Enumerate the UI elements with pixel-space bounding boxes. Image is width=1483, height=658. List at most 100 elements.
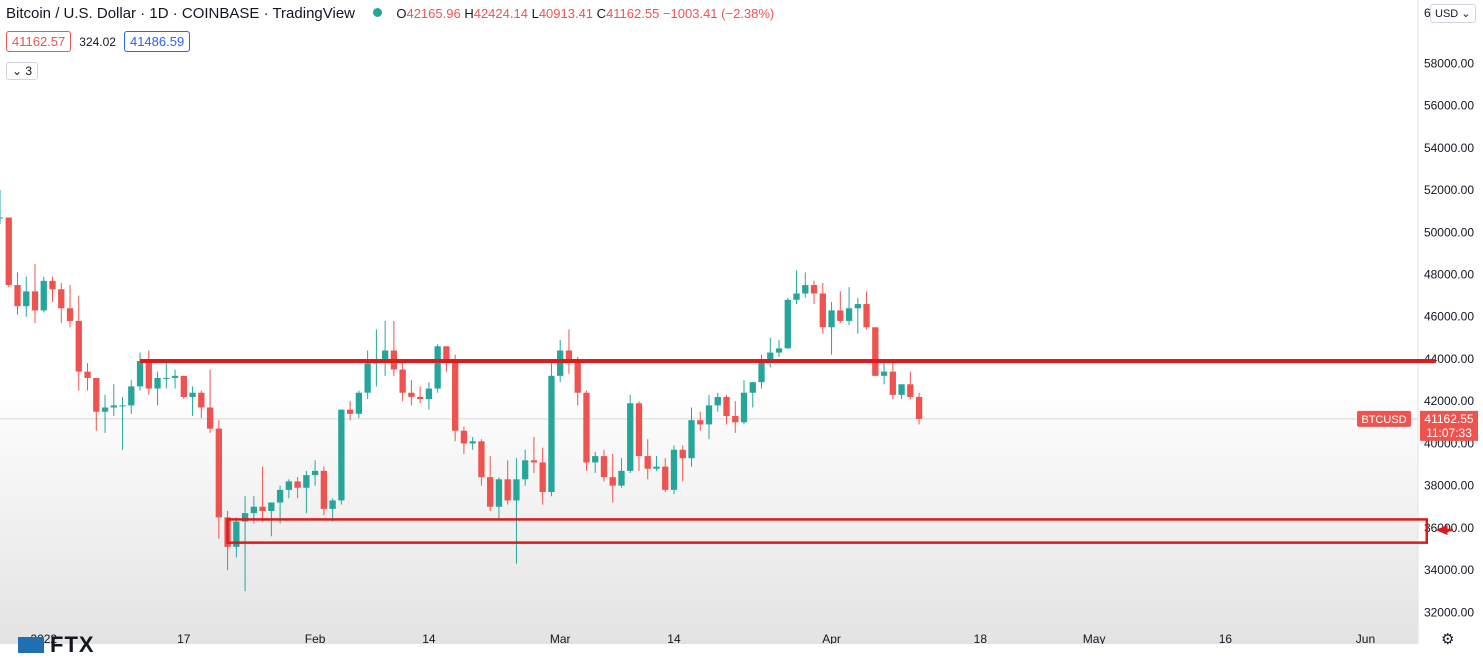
open-value: 42165.96	[406, 6, 461, 21]
candle-body	[5, 217, 12, 286]
chevron-down-icon: ⌄	[1461, 8, 1471, 20]
annotations	[140, 359, 1454, 544]
candle-body	[189, 392, 196, 397]
indicator-count: 3	[25, 64, 33, 78]
symbol-tag-label: BTCUSD	[1361, 414, 1406, 426]
candle-body	[460, 430, 468, 444]
candle-body	[784, 299, 791, 349]
y-tick-label: 48000.00	[1424, 267, 1474, 281]
candle-body	[128, 386, 135, 406]
candle-body	[915, 396, 923, 419]
candle-body	[303, 475, 310, 488]
y-tick-label: 50000.00	[1424, 225, 1474, 239]
x-tick-label: 17	[177, 632, 191, 644]
indicators-toggle[interactable]: ⌄ 3	[6, 62, 39, 80]
low-value: 40913.41	[538, 6, 594, 21]
candle-body	[697, 420, 704, 425]
currency-select[interactable]: USD ⌄	[1430, 4, 1476, 23]
y-tick-label: 44000.00	[1424, 352, 1474, 366]
x-tick-label: May	[1083, 632, 1106, 644]
candle-body	[837, 310, 844, 321]
price-tag-bg	[1420, 410, 1478, 441]
candle-body	[565, 350, 573, 359]
candle-body	[206, 407, 214, 429]
y-tick-label: 54000.00	[1424, 141, 1474, 155]
candle-body	[469, 441, 476, 444]
candle-body	[863, 304, 870, 328]
candle-body	[907, 384, 914, 397]
candle-body	[381, 350, 389, 359]
candle-body	[268, 502, 275, 511]
candle-body	[574, 358, 581, 393]
price-chart[interactable]: 32000.0034000.0036000.0038000.0040000.00…	[0, 0, 1483, 644]
candle-body	[452, 361, 459, 431]
candle-body	[0, 217, 4, 219]
y-axis: 32000.0034000.0036000.0038000.0040000.00…	[1424, 6, 1474, 619]
candle-body	[478, 441, 485, 478]
candle-body	[145, 361, 152, 389]
arrow-head	[1435, 524, 1448, 535]
symbol-title[interactable]: Bitcoin / U.S. Dollar · 1D · COINBASE · …	[6, 5, 355, 22]
candle-body	[793, 293, 800, 300]
candle-body	[14, 285, 21, 307]
candle-body	[819, 293, 826, 328]
open-label: O	[396, 6, 407, 21]
candle-body	[93, 377, 100, 412]
y-tick-label: 56000.00	[1424, 99, 1474, 113]
candle-body	[425, 388, 433, 400]
candle-body	[364, 363, 371, 393]
candle-body	[66, 308, 74, 321]
x-axis: 202217Feb14Mar14Apr18May16Jun	[30, 632, 1375, 644]
candle-body	[854, 304, 861, 309]
y-tick-label: 42000.00	[1424, 394, 1474, 408]
x-tick-label: 14	[422, 632, 436, 644]
candle-body	[557, 350, 564, 376]
x-tick-label: Jun	[1356, 632, 1375, 644]
ftx-watermark: FTX	[18, 632, 95, 658]
candle-body	[40, 280, 47, 311]
candle-body	[504, 479, 511, 501]
candle-body	[136, 361, 144, 387]
chart-background	[0, 0, 1418, 644]
candle-body	[329, 500, 336, 509]
candle-body	[600, 456, 608, 478]
candle-body	[775, 348, 783, 353]
candle-body	[618, 470, 625, 486]
x-tick-label: Mar	[550, 632, 571, 644]
candle-body	[592, 456, 599, 463]
candle-body	[539, 462, 546, 492]
candle-body	[443, 346, 450, 362]
buy-button[interactable]: 41486.59	[123, 31, 191, 52]
candle-body	[749, 382, 756, 393]
candle-body	[171, 375, 179, 378]
candle-body	[84, 371, 91, 378]
candle-body	[163, 377, 170, 379]
candle-body	[889, 371, 896, 395]
candle-body	[810, 285, 818, 294]
candle-body	[346, 409, 354, 414]
chart-header: Bitcoin / U.S. Dollar · 1D · COINBASE · …	[6, 5, 774, 22]
candle-body	[110, 405, 117, 408]
candle-body	[311, 470, 319, 476]
symbol-tag-bg	[1357, 410, 1411, 427]
candle-body	[119, 405, 126, 407]
x-tick-label: Apr	[822, 632, 841, 644]
price-tag-countdown: 11:07:33	[1426, 426, 1472, 440]
candle-body	[101, 407, 109, 412]
y-tick-label-partial: 6	[1424, 6, 1431, 20]
candle-body	[233, 521, 240, 547]
candle-body	[338, 409, 345, 501]
gear-icon[interactable]: ⚙	[1441, 631, 1455, 648]
candle-body	[644, 456, 651, 469]
candle-body	[828, 310, 835, 328]
candle-body	[705, 405, 713, 425]
sell-button[interactable]: 41162.57	[6, 31, 72, 52]
close-label: C	[596, 6, 607, 21]
candle-body	[653, 466, 660, 469]
candle-body	[635, 403, 643, 457]
support-zone-box	[226, 518, 1429, 544]
candle-body	[241, 513, 249, 522]
candle-body	[714, 396, 721, 406]
high-value: 42424.14	[473, 6, 528, 21]
